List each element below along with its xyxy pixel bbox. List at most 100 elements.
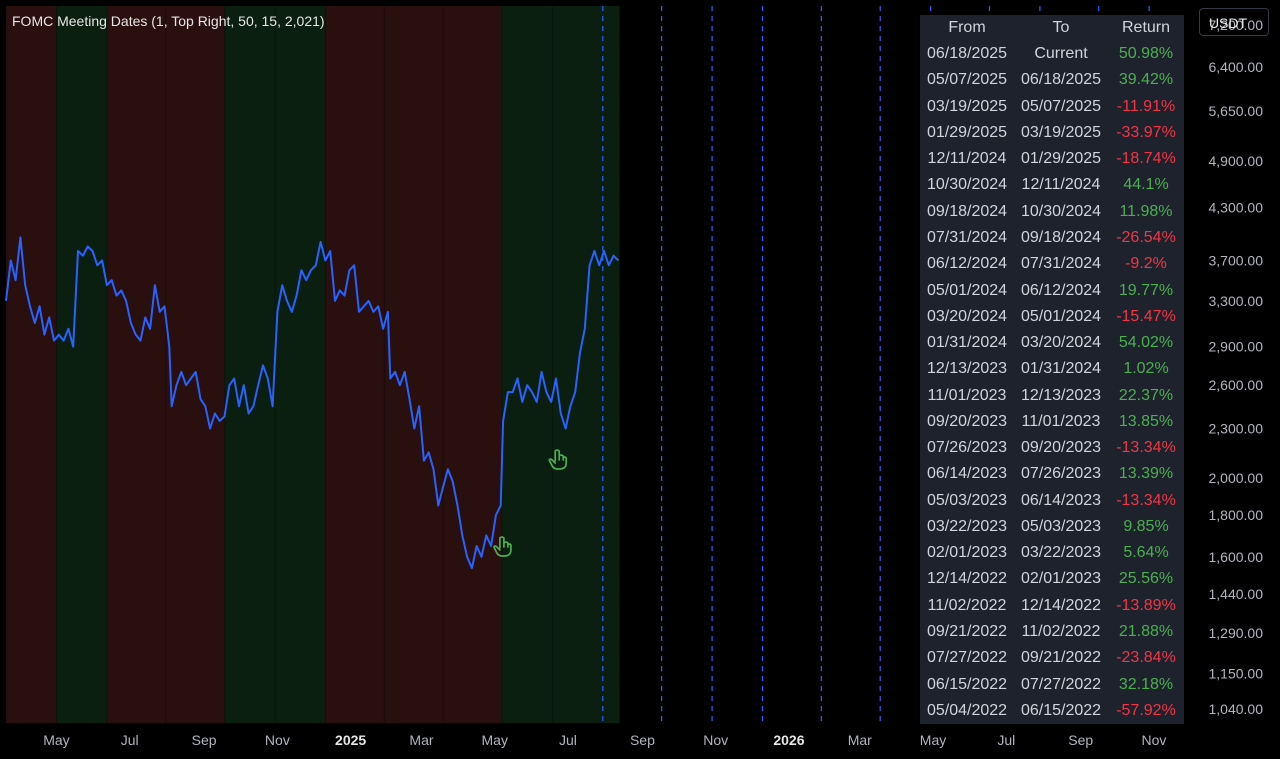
cell-from: 03/19/2025 bbox=[926, 97, 1008, 115]
cell-from: 03/22/2023 bbox=[926, 517, 1008, 535]
table-row: 05/07/2025 06/18/2025 39.42% bbox=[920, 67, 1184, 93]
y-tick-label: 1,440.00 bbox=[1209, 586, 1264, 602]
cell-from: 07/26/2023 bbox=[926, 439, 1008, 457]
cell-from: 10/30/2024 bbox=[926, 176, 1008, 194]
x-tick-label: Jul bbox=[997, 732, 1015, 748]
cell-return: -9.2% bbox=[1125, 255, 1167, 273]
cell-from: 11/01/2023 bbox=[927, 386, 1007, 404]
cell-to: 05/01/2024 bbox=[1020, 307, 1102, 325]
x-tick-label: Nov bbox=[703, 732, 728, 748]
cell-to: 03/22/2023 bbox=[1020, 544, 1102, 562]
y-tick-label: 2,600.00 bbox=[1209, 377, 1264, 393]
bear-period-region bbox=[384, 6, 444, 723]
y-axis: 7,200.00 6,400.00 5,650.00 4,900.00 4,300.00… bbox=[1209, 17, 1264, 717]
y-tick-label: 6,400.00 bbox=[1209, 59, 1264, 75]
y-tick-label: 5,650.00 bbox=[1209, 103, 1264, 119]
y-tick-label: 2,900.00 bbox=[1209, 339, 1264, 355]
cell-return: 21.88% bbox=[1118, 622, 1174, 640]
table-row: 06/14/2023 07/26/2023 13.39% bbox=[920, 461, 1184, 487]
indicator-title: FOMC Meeting Dates (1, Top Right, 50, 15… bbox=[12, 13, 325, 29]
unit-button[interactable]: USDT bbox=[1199, 8, 1269, 36]
cell-return: -33.97% bbox=[1116, 123, 1176, 141]
cell-return: 13.85% bbox=[1118, 412, 1174, 430]
cell-to: 12/11/2024 bbox=[1021, 176, 1101, 194]
cell-to: Current bbox=[1034, 45, 1088, 63]
table-row: 09/21/2022 11/02/2022 21.88% bbox=[920, 619, 1184, 645]
cell-from: 11/02/2022 bbox=[927, 596, 1007, 614]
table-row: 11/02/2022 12/14/2022 -13.89% bbox=[920, 593, 1184, 619]
table-row: 12/13/2023 01/31/2024 1.02% bbox=[920, 356, 1184, 382]
x-tick-label: Sep bbox=[630, 732, 655, 748]
cell-to: 01/29/2025 bbox=[1020, 150, 1102, 168]
x-tick-label: Mar bbox=[409, 732, 433, 748]
cell-from: 05/07/2025 bbox=[926, 71, 1008, 89]
price-line-series bbox=[5, 236, 620, 570]
cell-to: 12/14/2022 bbox=[1020, 596, 1102, 614]
y-tick-label: 1,150.00 bbox=[1209, 666, 1264, 682]
cell-from: 12/11/2024 bbox=[927, 150, 1007, 168]
table-row: 01/29/2025 03/19/2025 -33.97% bbox=[920, 120, 1184, 146]
x-tick-label: May bbox=[920, 732, 946, 748]
bull-period-region bbox=[274, 6, 326, 723]
price-line bbox=[5, 236, 620, 570]
cell-to: 06/12/2024 bbox=[1020, 281, 1102, 299]
table-row: 03/22/2023 05/03/2023 9.85% bbox=[920, 514, 1184, 540]
cell-from: 06/14/2023 bbox=[926, 465, 1008, 483]
cell-to: 02/01/2023 bbox=[1020, 570, 1102, 588]
cell-from: 02/01/2023 bbox=[926, 544, 1008, 562]
cell-to: 03/20/2024 bbox=[1020, 334, 1102, 352]
cell-from: 07/31/2024 bbox=[926, 228, 1008, 246]
cell-return: 25.56% bbox=[1118, 570, 1174, 588]
cell-from: 05/04/2022 bbox=[926, 701, 1008, 719]
fomc-returns-table: From To Return 06/18/2025 Current 50.98% 05… bbox=[920, 15, 1184, 724]
table-row: 11/01/2023 12/13/2023 22.37% bbox=[920, 382, 1184, 408]
y-tick-label: 2,000.00 bbox=[1209, 470, 1264, 486]
table-row: 10/30/2024 12/11/2024 44.1% bbox=[920, 172, 1184, 198]
cell-return: 1.02% bbox=[1123, 360, 1169, 378]
cell-from: 09/18/2024 bbox=[926, 202, 1008, 220]
y-tick-label: 1,040.00 bbox=[1209, 701, 1264, 717]
x-tick-label: Jul bbox=[559, 732, 577, 748]
cell-return: 5.64% bbox=[1123, 544, 1169, 562]
table-row: 07/27/2022 09/21/2022 -23.84% bbox=[920, 645, 1184, 671]
x-tick-label: Mar bbox=[848, 732, 872, 748]
cell-from: 06/18/2025 bbox=[926, 45, 1008, 63]
cell-return: -26.54% bbox=[1116, 228, 1176, 246]
table-row: 07/26/2023 09/20/2023 -13.34% bbox=[920, 435, 1184, 461]
table-row: 12/11/2024 01/29/2025 -18.74% bbox=[920, 146, 1184, 172]
cell-from: 07/27/2022 bbox=[926, 649, 1008, 667]
cell-return: 32.18% bbox=[1118, 675, 1174, 693]
table-row: 09/20/2023 11/01/2023 13.85% bbox=[920, 409, 1184, 435]
x-tick-label: Nov bbox=[1142, 732, 1167, 748]
x-tick-label: May bbox=[43, 732, 69, 748]
y-tick-label: 4,300.00 bbox=[1209, 199, 1264, 215]
fomc-period-shading bbox=[5, 6, 620, 723]
cell-to: 06/15/2022 bbox=[1020, 701, 1102, 719]
y-tick-label: 3,300.00 bbox=[1209, 293, 1264, 309]
x-tick-label: Jul bbox=[121, 732, 139, 748]
x-tick-label: Sep bbox=[1068, 732, 1093, 748]
header-to: To bbox=[1052, 19, 1070, 36]
cell-from: 09/21/2022 bbox=[926, 622, 1008, 640]
cell-to: 11/01/2023 bbox=[1021, 412, 1101, 430]
cell-return: -18.74% bbox=[1116, 150, 1176, 168]
fomc-markers bbox=[493, 449, 568, 557]
table-row: 05/01/2024 06/12/2024 19.77% bbox=[920, 277, 1184, 303]
cell-return: -13.89% bbox=[1116, 596, 1176, 614]
cell-to: 07/26/2023 bbox=[1020, 465, 1102, 483]
y-tick-label: 4,900.00 bbox=[1209, 153, 1264, 169]
cell-from: 01/31/2024 bbox=[926, 334, 1008, 352]
cell-return: 11.98% bbox=[1119, 202, 1173, 220]
table-row: 02/01/2023 03/22/2023 5.64% bbox=[920, 540, 1184, 566]
x-tick-label: May bbox=[482, 732, 508, 748]
header-return: Return bbox=[1121, 19, 1171, 36]
cell-return: -13.34% bbox=[1116, 491, 1176, 509]
bull-period-region bbox=[501, 6, 553, 723]
cell-return: 54.02% bbox=[1118, 334, 1174, 352]
bear-period-region bbox=[443, 6, 502, 723]
cell-return: 19.77% bbox=[1118, 281, 1174, 299]
cell-to: 09/18/2024 bbox=[1020, 228, 1102, 246]
cell-to: 01/31/2024 bbox=[1020, 360, 1102, 378]
cell-to: 09/21/2022 bbox=[1020, 649, 1102, 667]
